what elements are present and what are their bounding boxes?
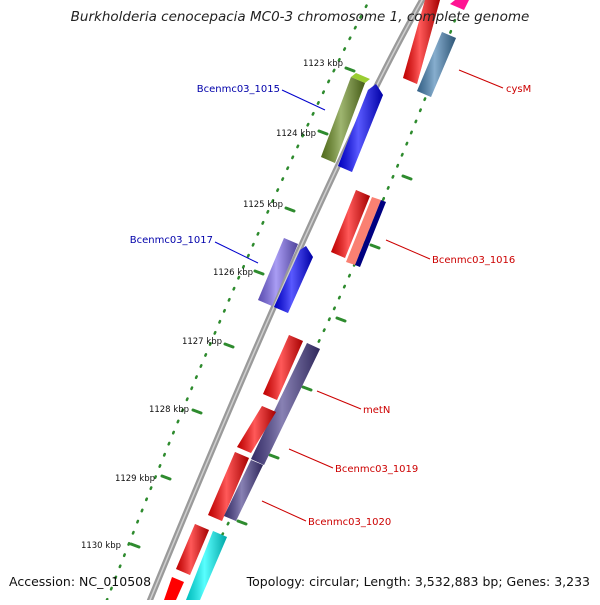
kbp-label-1124: 1124 kbp [276, 129, 316, 139]
gene-labels: Bcenmc03_1015 Bcenmc03_1017 cysM Bcenmc0… [130, 84, 532, 528]
tick-inner-d [301, 385, 313, 392]
leader-cysm [458, 69, 504, 89]
tick-1127 [223, 342, 235, 349]
leader-metn [316, 390, 362, 410]
leader-bcenmc03-1020 [261, 500, 307, 522]
tick-inner-e [268, 453, 280, 460]
feature-bcenmc03-1016-salmon[interactable] [346, 197, 381, 265]
leader-bcenmc03-1019 [288, 448, 334, 469]
feature-bcenmc03-1017-slate[interactable] [258, 238, 298, 306]
feature-red-4[interactable] [176, 524, 209, 575]
backbone [145, 0, 426, 605]
feature-bcenmc03-1016-navy[interactable] [355, 200, 386, 267]
gene-label-bcenmc03-1016[interactable]: Bcenmc03_1016 [432, 255, 515, 266]
feature-red-3[interactable] [208, 452, 249, 521]
kbp-label-1125: 1125 kbp [243, 200, 283, 210]
kbp-ruler [103, 0, 457, 605]
leader-bcenmc03-1017 [214, 241, 259, 264]
feature-cysm-steel[interactable] [417, 32, 456, 97]
feature-cyan-1[interactable] [186, 531, 227, 600]
leader-bcenmc03-1016 [385, 239, 431, 260]
feature-metn-darkslate[interactable] [251, 343, 320, 465]
kbp-label-1130: 1130 kbp [81, 541, 121, 551]
major-ticks [129, 66, 413, 549]
feature-bcenmc03-1016-red[interactable] [331, 190, 370, 258]
map-title: Burkholderia cenocepacia MC0-3 chromosom… [70, 9, 530, 25]
feature-bcenmc03-1020-darkslate[interactable] [224, 460, 263, 521]
tick-1129 [160, 474, 172, 481]
tick-inner-c [335, 316, 347, 323]
gene-label-metn[interactable]: metN [363, 405, 390, 416]
feature-bcenmc03-1017-blue[interactable] [274, 246, 313, 313]
kbp-label-1129: 1129 kbp [115, 474, 155, 484]
kbp-label-1128: 1128 kbp [149, 405, 189, 415]
features-left [258, 73, 383, 313]
gene-label-bcenmc03-1015[interactable]: Bcenmc03_1015 [197, 84, 280, 95]
kbp-labels: 1123 kbp 1124 kbp 1125 kbp 1126 kbp 1127… [81, 59, 343, 551]
gene-label-bcenmc03-1020[interactable]: Bcenmc03_1020 [308, 517, 391, 528]
tick-1124 [317, 129, 329, 136]
gene-label-cysm[interactable]: cysM [506, 84, 531, 95]
feature-red-5[interactable] [164, 577, 184, 600]
feature-bcenmc03-1015-blue[interactable] [338, 84, 383, 172]
tick-inner-a [401, 174, 413, 181]
gene-label-bcenmc03-1019[interactable]: Bcenmc03_1019 [335, 464, 418, 475]
tick-1130 [129, 542, 141, 549]
topology-text: Topology: circular; Length: 3,532,883 bp… [246, 574, 590, 589]
feature-top-red[interactable] [403, 0, 440, 84]
feature-top-magenta[interactable] [450, 0, 469, 10]
feature-bcenmc03-1015-olive[interactable] [321, 73, 370, 163]
tick-inner-b [369, 243, 381, 250]
leader-lines [214, 69, 504, 522]
accession-text: Accession: NC_010508 [9, 574, 152, 589]
kbp-label-1126: 1126 kbp [213, 268, 253, 278]
features-right [164, 0, 469, 600]
tick-1125 [284, 206, 296, 213]
kbp-label-1127: 1127 kbp [182, 337, 222, 347]
tick-1128 [191, 408, 203, 415]
feature-red-2[interactable] [237, 406, 276, 453]
gene-label-bcenmc03-1017[interactable]: Bcenmc03_1017 [130, 235, 213, 246]
tick-1123 [344, 66, 356, 73]
tick-1126 [253, 269, 265, 276]
tick-inner-f [236, 519, 248, 526]
leader-bcenmc03-1015 [281, 89, 326, 111]
feature-red-1[interactable] [263, 335, 303, 400]
kbp-label-1123: 1123 kbp [303, 59, 343, 69]
